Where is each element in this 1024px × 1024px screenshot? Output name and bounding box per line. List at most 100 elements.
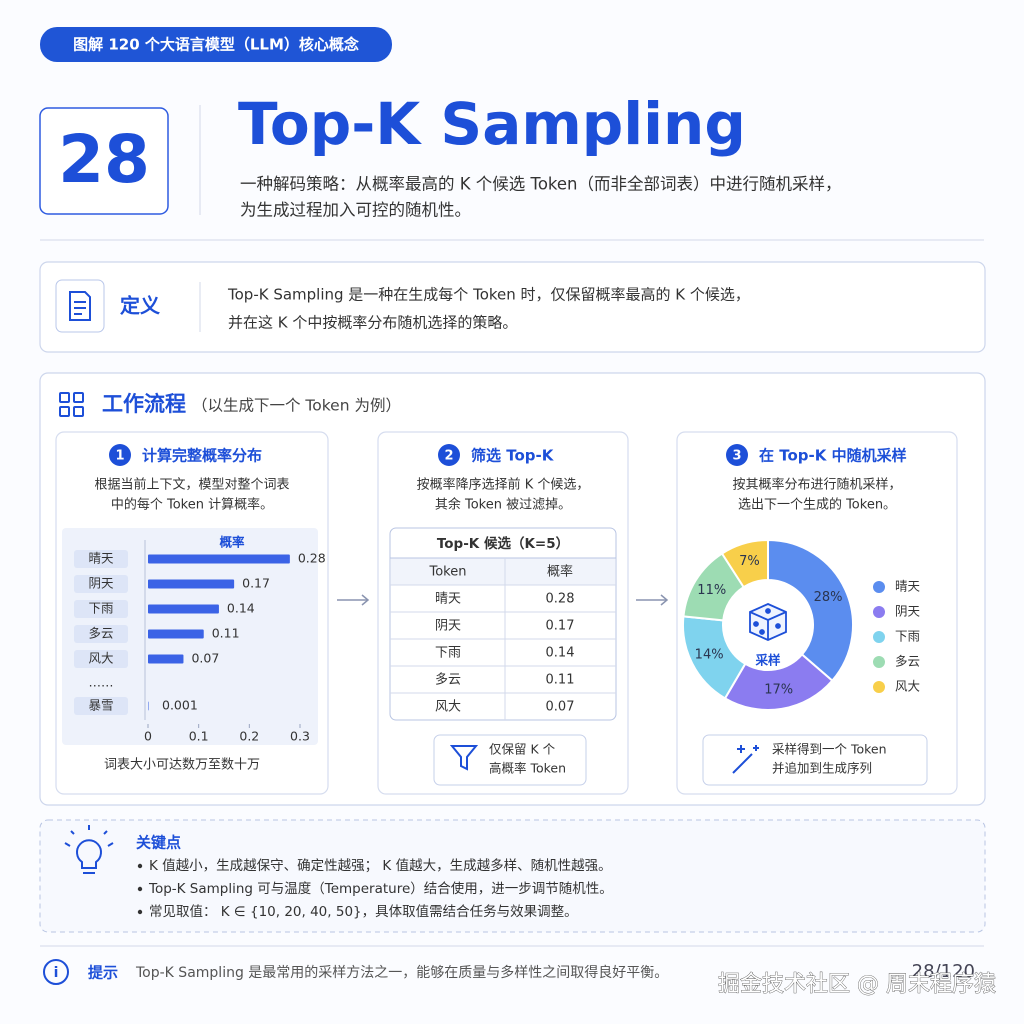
step-desc: 选出下一个生成的 Token。: [738, 497, 896, 513]
workflow-subtitle: （以生成下一个 Token 为例）: [192, 397, 401, 415]
data-label: 0.11: [212, 626, 240, 641]
data-label: 0.17: [242, 576, 270, 591]
y-tick-label: 阴天: [88, 576, 114, 591]
concept-number: 28: [58, 121, 150, 198]
step-note: 词表大小可达数万至数十万: [104, 758, 260, 773]
title: Top-K Sampling: [238, 90, 746, 158]
step-note: 仅保留 K 个: [489, 742, 556, 757]
step-desc: 其余 Token 被过滤掉。: [435, 497, 571, 513]
donut: 28% 晴天 17% 阴天 14% 下雨 11% 多云 7% 风大: [682, 538, 921, 711]
badge: 图解 120 个大语言模型（LLM）核心概念: [73, 36, 359, 54]
y-tick-label: ……: [89, 675, 114, 690]
table-cell: 下雨: [435, 646, 461, 661]
step-desc: 按其概率分布进行随机采样，: [732, 477, 901, 493]
table-cell: 0.28: [546, 592, 575, 607]
step-title: 筛选 Top-K: [471, 447, 555, 465]
bar: [148, 579, 235, 589]
table-title: Top-K 候选（K=5）: [437, 535, 569, 552]
x-tick-label: 0: [144, 729, 152, 744]
step-desc: 按概率降序选择前 K 个候选，: [417, 477, 590, 493]
arrow: [337, 594, 370, 606]
subtitle: 为生成过程加入可控的随机性。: [240, 201, 471, 220]
data-label: 0.28: [298, 551, 326, 566]
wand-icon: [732, 745, 759, 774]
tip-label: 提示: [88, 964, 118, 982]
step-title: 在 Top-K 中随机采样: [759, 447, 907, 465]
data-label: 0.07: [191, 651, 219, 666]
x-tick-label: 0.2: [239, 729, 259, 744]
key-points-title: 关键点: [136, 834, 181, 852]
legend-label: 风大: [895, 679, 920, 694]
pie-slice: [767, 538, 854, 683]
definition-label: 定义: [120, 294, 160, 318]
legend-swatch: [873, 606, 885, 618]
definition-icon-box: [55, 279, 105, 333]
bar: [148, 554, 290, 564]
y-tick-label: 风大: [88, 651, 113, 666]
info-icon: [43, 959, 69, 985]
step-desc: 根据当前上下文，模型对整个词表: [94, 477, 289, 493]
y-tick-label: 下雨: [88, 601, 113, 616]
grid-icon: [59, 392, 84, 417]
key-points-box: [39, 819, 986, 933]
step-desc: 中的每个 Token 计算概率。: [111, 497, 273, 513]
donut-center-label: 采样: [754, 653, 781, 668]
table-cell: 晴天: [435, 592, 461, 607]
table-body: 晴天 0.28 阴天 0.17 下雨 0.14 多云 0.11 风大 0.07: [390, 584, 616, 715]
category-pill: [74, 650, 128, 668]
definition-text: 并在这 K 个中按概率分布随机选择的策略。: [228, 314, 517, 332]
y-tick-label: 晴天: [88, 551, 114, 566]
slice-label: 14%: [695, 647, 724, 662]
category-pill: [74, 575, 128, 593]
tip-text: Top-K Sampling 是最常用的采样方法之一，能够在质量与多样性之间取得…: [135, 964, 668, 981]
table-cell: 0.11: [546, 673, 575, 688]
bar: [148, 604, 219, 614]
table-cell: 风大: [435, 700, 461, 715]
step-note: 高概率 Token: [489, 761, 566, 776]
step-number: 2: [444, 449, 453, 464]
note-box: [433, 734, 587, 786]
badge-bg: [40, 27, 392, 62]
subtitle: 一种解码策略：从概率最高的 K 个候选 Token（而非全部词表）中进行随机采样…: [240, 175, 842, 194]
legend-label: 多云: [895, 654, 920, 669]
table-box: [389, 527, 617, 721]
step-note: 并追加到生成序列: [772, 761, 872, 776]
bullet: [137, 909, 143, 915]
definition-box: [39, 261, 986, 353]
step-number: 3: [732, 449, 741, 464]
table-cell: 多云: [435, 672, 461, 688]
table-column: 概率: [547, 564, 573, 580]
chart-title: 概率: [219, 535, 245, 550]
legend-swatch: [873, 681, 885, 693]
workflow-title: 工作流程: [102, 392, 186, 416]
bar: [148, 654, 184, 664]
legend-swatch: [873, 631, 885, 643]
bullet: [137, 886, 143, 892]
legend-swatch: [873, 656, 885, 668]
y-tick-label: 多云: [88, 626, 113, 641]
bar: [148, 701, 149, 711]
slice-label: 28%: [814, 590, 843, 605]
bullet: [137, 863, 143, 869]
slice-label: 7%: [739, 554, 760, 569]
doc-icon: [69, 291, 91, 321]
bar: [148, 629, 204, 639]
legend-label: 下雨: [895, 629, 920, 644]
step-badge: [726, 444, 748, 466]
key-point: 常见取值： K ∈ {10, 20, 40, 50}，具体取值需结合任务与效果调…: [149, 904, 578, 920]
key-points-list: K 值越小，生成越保守、确定性越强； K 值越大，生成越多样、随机性越强。 Top…: [137, 857, 613, 920]
data-label: 0.14: [227, 601, 255, 616]
arrow: [636, 594, 669, 606]
table-cell: 0.14: [546, 646, 575, 661]
legend-label: 晴天: [895, 579, 921, 594]
step-badge: [438, 444, 460, 466]
info-icon-glyph: i: [54, 965, 59, 981]
definition-text: Top-K Sampling 是一种在生成每个 Token 时，仅保留概率最高的…: [227, 286, 750, 304]
legend-swatch: [873, 581, 885, 593]
slice-label: 17%: [764, 683, 793, 698]
bulb-icon: [64, 825, 114, 874]
category-pill: [74, 550, 128, 568]
slice-label: 11%: [697, 583, 726, 598]
step-number: 1: [115, 449, 124, 464]
